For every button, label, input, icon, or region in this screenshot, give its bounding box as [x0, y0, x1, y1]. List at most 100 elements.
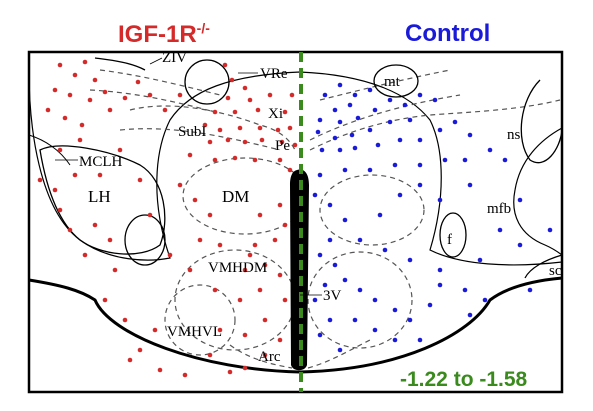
right-tract-3	[319, 69, 451, 101]
knockout-cell-dot	[97, 172, 103, 178]
control-cell-dot	[467, 132, 473, 138]
knockout-cell-dot	[252, 242, 258, 248]
structure-circle-top	[184, 59, 230, 105]
knockout-cell-dot	[157, 367, 163, 373]
knockout-cell-dot	[197, 237, 203, 243]
label-subi: SubI	[178, 124, 206, 140]
control-cell-dot	[527, 287, 533, 293]
label-mclh: MCLH	[79, 154, 123, 170]
knockout-cell-dot	[92, 222, 98, 228]
label-xi: Xi	[268, 106, 283, 122]
control-cell-dot	[467, 312, 473, 318]
label-f: f	[447, 232, 452, 248]
control-cell-dot	[452, 119, 458, 125]
knockout-cell-dot	[262, 262, 268, 268]
knockout-cell-dot	[237, 125, 243, 131]
control-cell-dot	[315, 129, 321, 135]
knockout-cell-dot	[277, 157, 283, 163]
dm-right-boundary	[319, 174, 425, 246]
control-cell-dot	[375, 142, 381, 148]
control-cell-dot	[322, 92, 328, 98]
ventral-surface-outline	[28, 276, 563, 374]
knockout-cell-dot	[137, 177, 143, 183]
knockout-cell-dot	[229, 77, 235, 83]
right-tract-1	[309, 99, 561, 151]
control-cell-dot	[317, 332, 323, 338]
ziv-leader	[149, 57, 163, 65]
knockout-cell-dot	[122, 95, 128, 101]
subi-tract-2	[119, 128, 281, 151]
knockout-cell-dot	[242, 267, 248, 273]
knockout-cell-dot	[212, 157, 218, 163]
control-cell-dot	[427, 302, 433, 308]
knockout-cell-markers	[37, 59, 298, 378]
knockout-cell-dot	[257, 287, 263, 293]
knockout-cell-dot	[79, 122, 85, 128]
control-cell-dot	[462, 157, 468, 163]
control-cell-dot	[407, 317, 413, 323]
knockout-cell-dot	[187, 152, 193, 158]
knockout-cell-dot	[242, 332, 248, 338]
knockout-cell-dot	[279, 139, 285, 145]
control-cell-dot	[357, 237, 363, 243]
bregma-coordinates: -1.22 to -1.58	[400, 368, 528, 391]
knockout-cell-dot	[225, 137, 231, 143]
label-vmhdm: VMHDM	[208, 260, 267, 276]
knockout-cell-dot	[57, 62, 63, 68]
knockout-cell-dot	[102, 89, 108, 95]
knockout-cell-dot	[242, 139, 248, 145]
control-cell-dot	[392, 337, 398, 343]
control-cell-dot	[312, 192, 318, 198]
knockout-cell-dot	[57, 147, 63, 153]
control-cell-dot	[407, 117, 413, 123]
control-cell-dot	[392, 307, 398, 313]
knockout-cell-dot	[277, 337, 283, 343]
control-cell-dot	[342, 217, 348, 223]
knockout-cell-dot	[232, 155, 238, 161]
knockout-cell-dot	[37, 177, 43, 183]
knockout-cell-dot	[117, 147, 123, 153]
control-cell-dot	[462, 287, 468, 293]
knockout-cell-dot	[222, 62, 228, 68]
control-cell-dot	[317, 172, 323, 178]
knockout-cell-dot	[227, 369, 233, 375]
knockout-cell-dot	[207, 352, 213, 358]
control-cell-dot	[442, 157, 448, 163]
knockout-cell-dot	[202, 122, 208, 128]
knockout-cell-dot	[182, 372, 188, 378]
ns-outline	[520, 79, 563, 164]
control-cell-dot	[377, 212, 383, 218]
knockout-cell-dot	[207, 212, 213, 218]
knockout-cell-dot	[217, 127, 223, 133]
knockout-group-title: IGF-1R-/-	[118, 20, 210, 49]
label-mfb: mfb	[487, 201, 511, 217]
control-cell-dot	[352, 92, 358, 98]
control-cell-dot	[319, 147, 325, 153]
control-cell-dot	[432, 97, 438, 103]
control-cell-dot	[367, 127, 373, 133]
knockout-cell-dot	[107, 237, 113, 243]
arc-left-boundary	[229, 344, 293, 369]
knockout-cell-dot	[147, 212, 153, 218]
control-cell-dot	[477, 257, 483, 263]
control-cell-dot	[417, 92, 423, 98]
control-cell-dot	[387, 97, 393, 103]
knockout-cell-dot	[82, 252, 88, 258]
control-cell-dot	[349, 132, 355, 138]
control-cell-dot	[337, 119, 343, 125]
knockout-cell-dot	[259, 137, 265, 143]
control-cell-dot	[437, 127, 443, 133]
knockout-cell-dot	[72, 172, 78, 178]
knockout-cell-dot	[262, 352, 268, 358]
control-cell-dot	[502, 157, 508, 163]
control-cell-dot	[437, 267, 443, 273]
label-mt: mt	[384, 74, 401, 90]
knockout-cell-dot	[107, 107, 113, 113]
knockout-cell-dot	[277, 272, 283, 278]
control-cell-dot	[327, 202, 333, 208]
label-pe: Pe	[275, 138, 290, 154]
control-cell-dot	[357, 287, 363, 293]
knockout-cell-dot	[167, 252, 173, 258]
